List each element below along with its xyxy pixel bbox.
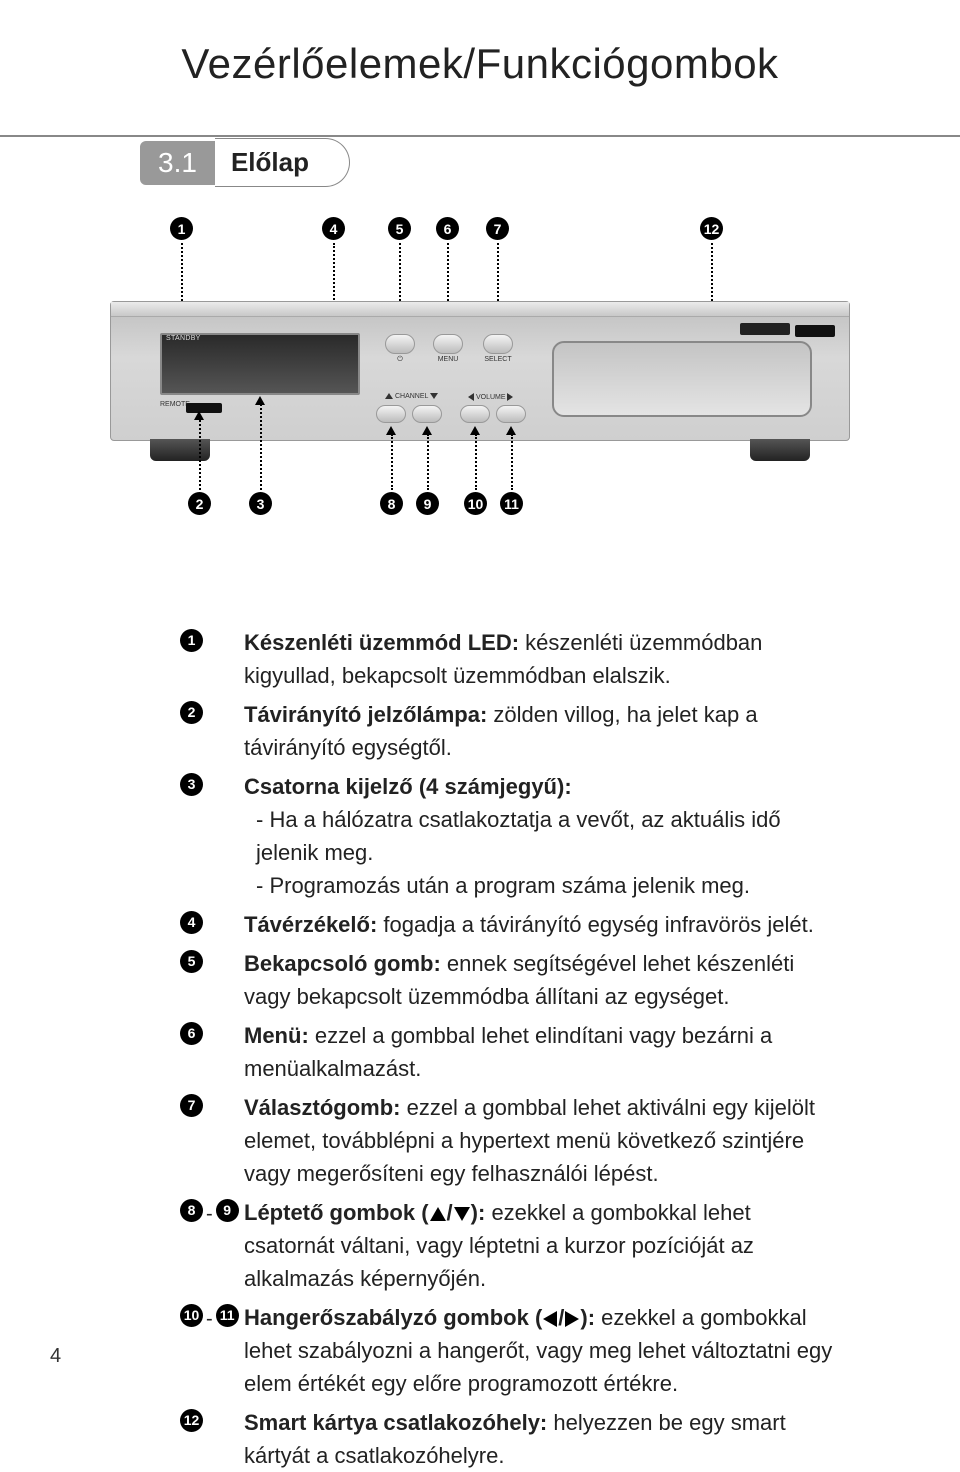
desc-item: 5 Bekapcsoló gomb: ennek segítségével leh… — [180, 947, 840, 1013]
device-diagram: 1 4 5 6 7 12 STANDBY — [110, 217, 850, 516]
desc-item: 2 Távirányító jelzőlámpa: zölden villog, … — [180, 698, 840, 764]
select-button[interactable] — [483, 334, 513, 354]
desc-text: Választógomb: ezzel a gombbal lehet akti… — [244, 1091, 840, 1190]
power-icon: ⏻ — [380, 356, 420, 364]
callout-8: 8 — [380, 492, 403, 515]
desc-item: 7 Választógomb: ezzel a gombbal lehet akt… — [180, 1091, 840, 1190]
callout-10: 10 — [464, 492, 487, 515]
num-circle: 7 — [180, 1094, 203, 1117]
desc-text: Léptető gombok (/): ezekkel a gombokkal … — [244, 1196, 840, 1295]
device-display — [160, 333, 360, 395]
desc-bullet: 6 — [180, 1019, 244, 1085]
desc-item: 3 Csatorna kijelző (4 számjegyű):- Ha a h… — [180, 770, 840, 902]
desc-item: 10-11Hangerőszabályzó gombok (/): ezekke… — [180, 1301, 840, 1400]
volume-label: VOLUME — [468, 393, 513, 401]
standby-label: STANDBY — [166, 335, 201, 342]
num-circle: 12 — [180, 1409, 203, 1432]
select-label: SELECT — [478, 356, 518, 363]
desc-text: Távirányító jelzőlámpa: zölden villog, h… — [244, 698, 840, 764]
num-circle: 1 — [180, 629, 203, 652]
connector — [199, 420, 201, 490]
desc-item: 1 Készenléti üzemmód LED: készenléti üzem… — [180, 626, 840, 692]
desc-text: Készenléti üzemmód LED: készenléti üzemm… — [244, 626, 840, 692]
connector — [511, 434, 513, 490]
desc-bullet: 2 — [180, 698, 244, 764]
desc-item: 6 Menü: ezzel a gombbal lehet elindítani … — [180, 1019, 840, 1085]
power-button[interactable] — [385, 334, 415, 354]
desc-bullet: 10-11 — [180, 1301, 244, 1400]
channel-label: CHANNEL — [385, 393, 438, 400]
section-number: 3.1 — [140, 141, 215, 185]
num-circle: 9 — [216, 1199, 239, 1222]
callout-3: 3 — [249, 492, 272, 515]
description-list: 1 Készenléti üzemmód LED: készenléti üzem… — [80, 626, 880, 1472]
desc-bullet: 12 — [180, 1406, 244, 1472]
ir-window — [186, 403, 222, 413]
callout-4: 4 — [322, 217, 345, 240]
device-foot — [150, 439, 210, 461]
num-circle: 4 — [180, 911, 203, 934]
connector — [427, 434, 429, 490]
device: STANDBY REMOTE ⏻ MENU SELECT CHANNEL VOL… — [110, 301, 850, 466]
device-foot — [750, 439, 810, 461]
desc-bullet: 3 — [180, 770, 244, 902]
connector — [391, 434, 393, 490]
desc-text: Smart kártya csatlakozóhely: helyezzen b… — [244, 1406, 840, 1472]
volume-up-button[interactable] — [496, 405, 526, 423]
card-slot-top — [740, 323, 790, 335]
desc-text: Menü: ezzel a gombbal lehet elindítani v… — [244, 1019, 840, 1085]
desc-bullet: 7 — [180, 1091, 244, 1190]
ir-sensor — [795, 325, 835, 337]
connector — [475, 434, 477, 490]
connector — [260, 404, 262, 490]
page-title: Vezérlőelemek/Funkciógombok — [80, 40, 880, 88]
num-circle: 3 — [180, 773, 203, 796]
desc-bullet: 4 — [180, 908, 244, 941]
desc-bullet: 8-9 — [180, 1196, 244, 1295]
desc-item: 4 Távérzékelő: fogadja a távirányító egys… — [180, 908, 840, 941]
desc-item: 12 Smart kártya csatlakozóhely: helyezzen… — [180, 1406, 840, 1472]
desc-item: 8-9Léptető gombok (/): ezekkel a gombokk… — [180, 1196, 840, 1295]
callout-1: 1 — [170, 217, 193, 240]
desc-bullet: 5 — [180, 947, 244, 1013]
channel-up-button[interactable] — [376, 405, 406, 423]
callout-5: 5 — [388, 217, 411, 240]
callout-7: 7 — [486, 217, 509, 240]
volume-down-button[interactable] — [460, 405, 490, 423]
desc-text: Hangerőszabályzó gombok (/): ezekkel a g… — [244, 1301, 840, 1400]
desc-text: Távérzékelő: fogadja a távirányító egysé… — [244, 908, 814, 941]
desc-sub: - Ha a hálózatra csatlakoztatja a vevőt,… — [244, 803, 840, 869]
callout-12: 12 — [700, 217, 723, 240]
desc-text: Csatorna kijelző (4 számjegyű):- Ha a há… — [244, 770, 840, 902]
num-circle: 5 — [180, 950, 203, 973]
num-circle: 6 — [180, 1022, 203, 1045]
menu-button[interactable] — [433, 334, 463, 354]
num-circle: 8 — [180, 1199, 203, 1222]
desc-bullet: 1 — [180, 626, 244, 692]
num-circle: 2 — [180, 701, 203, 724]
num-circle: 11 — [216, 1304, 239, 1327]
title-rule — [0, 135, 960, 147]
callout-11: 11 — [500, 492, 523, 515]
desc-text: Bekapcsoló gomb: ennek segítségével lehe… — [244, 947, 840, 1013]
callout-6: 6 — [436, 217, 459, 240]
channel-down-button[interactable] — [412, 405, 442, 423]
desc-sub: - Programozás után a program száma jelen… — [244, 869, 840, 902]
arrow — [194, 411, 204, 420]
page-number: 4 — [50, 1345, 61, 1368]
card-slot — [552, 341, 812, 417]
num-circle: 10 — [180, 1304, 203, 1327]
callout-9: 9 — [416, 492, 439, 515]
menu-label: MENU — [428, 356, 468, 363]
callout-2: 2 — [188, 492, 211, 515]
